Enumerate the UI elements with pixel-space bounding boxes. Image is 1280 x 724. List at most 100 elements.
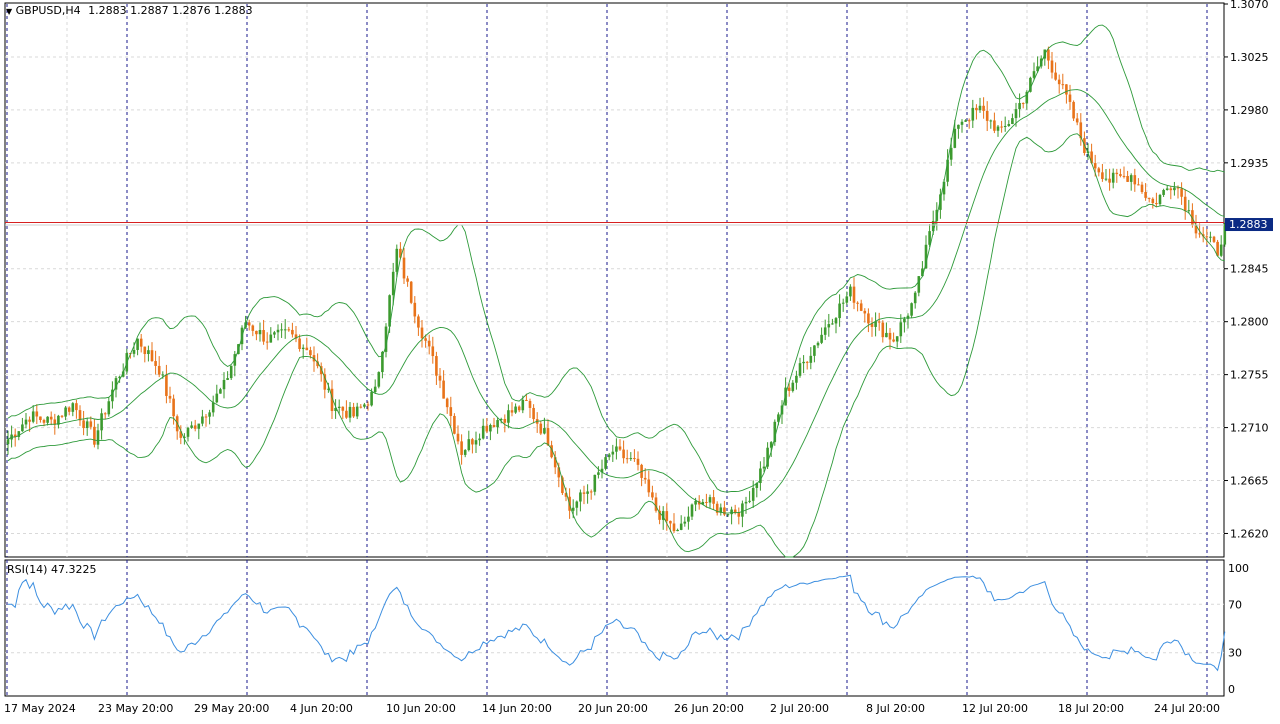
- candle-body: [737, 512, 741, 517]
- candle-body: [820, 334, 823, 343]
- candle-body: [831, 323, 834, 325]
- candle-body: [888, 332, 892, 340]
- candle-body: [215, 393, 219, 403]
- candle-body: [453, 415, 456, 434]
- candle-body: [802, 361, 805, 364]
- candle-body: [492, 425, 496, 428]
- symbol-header: ▼ GBPUSD,H4 1.2883 1.2887 1.2876 1.2883: [6, 4, 253, 17]
- candle-body: [42, 420, 46, 423]
- candle-body: [319, 366, 323, 375]
- candle-body: [445, 398, 449, 408]
- candle-body: [798, 363, 802, 376]
- candle-body: [874, 321, 877, 327]
- candle-body: [1165, 188, 1169, 190]
- candle-body: [427, 340, 431, 347]
- ohlc-values: 1.2883 1.2887 1.2876 1.2883: [88, 4, 253, 17]
- candle-body: [186, 427, 190, 437]
- candle-body: [294, 334, 298, 339]
- candle-body: [323, 374, 327, 390]
- candle-body: [960, 121, 964, 125]
- candle-body: [391, 271, 395, 296]
- candle-body: [67, 407, 71, 412]
- candle-body: [348, 406, 352, 418]
- candle-body: [719, 507, 723, 513]
- candle-body: [813, 345, 816, 356]
- candle-body: [1176, 187, 1180, 189]
- time-axis-label: 23 May 20:00: [98, 702, 173, 715]
- candle-body: [413, 302, 417, 317]
- candle-body: [107, 401, 111, 415]
- candle-body: [53, 419, 57, 425]
- candle-body: [474, 440, 478, 445]
- candle-body: [939, 194, 942, 210]
- candle-body: [705, 501, 708, 503]
- candle-body: [64, 407, 67, 417]
- candle-body: [928, 231, 931, 245]
- candle-body: [143, 346, 147, 355]
- candle-body: [564, 493, 568, 497]
- candle-body: [672, 523, 676, 532]
- candle-body: [78, 410, 82, 421]
- candle-body: [111, 389, 114, 402]
- candle-body: [197, 423, 201, 429]
- collapse-triangle-icon[interactable]: ▼: [6, 7, 13, 16]
- time-axis-label: 12 Jul 20:00: [962, 702, 1028, 715]
- candle-body: [766, 447, 769, 467]
- candle-body: [550, 445, 553, 458]
- candle-body: [1054, 72, 1057, 80]
- candle-body: [438, 375, 442, 381]
- candle-body: [139, 338, 143, 347]
- candle-body: [647, 479, 651, 493]
- candle-body: [229, 365, 233, 379]
- candle-body: [582, 492, 586, 494]
- candle-body: [1061, 84, 1065, 86]
- candle-body: [309, 350, 312, 356]
- candle-body: [417, 316, 420, 328]
- candle-body: [618, 446, 622, 450]
- candle-body: [1140, 184, 1144, 193]
- candle-body: [471, 439, 474, 445]
- candle-body: [852, 286, 856, 303]
- candle-body: [838, 303, 841, 319]
- candle-body: [21, 424, 24, 432]
- candle-body: [1000, 126, 1003, 128]
- candle-body: [481, 425, 485, 439]
- time-axis-label: 24 Jul 20:00: [1154, 702, 1220, 715]
- candle-body: [892, 339, 895, 342]
- candle-body: [1223, 224, 1227, 245]
- candle-body: [1021, 103, 1025, 105]
- candle-body: [35, 411, 39, 417]
- candle-body: [661, 511, 665, 520]
- candle-body: [769, 442, 773, 448]
- candle-body: [96, 430, 100, 445]
- candle-body: [849, 286, 852, 297]
- candle-body: [388, 295, 391, 327]
- candle-body: [93, 426, 96, 445]
- candle-body: [967, 120, 971, 122]
- candle-body: [687, 516, 690, 522]
- candle-body: [489, 425, 492, 432]
- candle-body: [1169, 188, 1173, 191]
- candle-body: [31, 411, 35, 422]
- candle-body: [690, 504, 694, 517]
- candle-body: [255, 330, 258, 335]
- candle-body: [651, 492, 654, 498]
- candle-body: [989, 120, 993, 122]
- candle-body: [165, 374, 168, 396]
- time-axis-label: 4 Jun 20:00: [290, 702, 353, 715]
- candle-body: [946, 159, 949, 182]
- price-tick-label: 1.3070: [1230, 0, 1269, 11]
- candle-body: [1216, 241, 1219, 256]
- candle-body: [748, 500, 751, 502]
- candle-body: [759, 468, 762, 484]
- candle-body: [622, 449, 625, 459]
- price-tick-label: 1.2665: [1230, 475, 1269, 488]
- candle-body: [1014, 109, 1018, 119]
- candle-body: [669, 520, 672, 524]
- candle-body: [755, 483, 759, 488]
- candle-body: [571, 507, 575, 511]
- candle-body: [121, 371, 125, 377]
- candle-body: [449, 407, 453, 416]
- price-tick-label: 1.2800: [1230, 316, 1269, 329]
